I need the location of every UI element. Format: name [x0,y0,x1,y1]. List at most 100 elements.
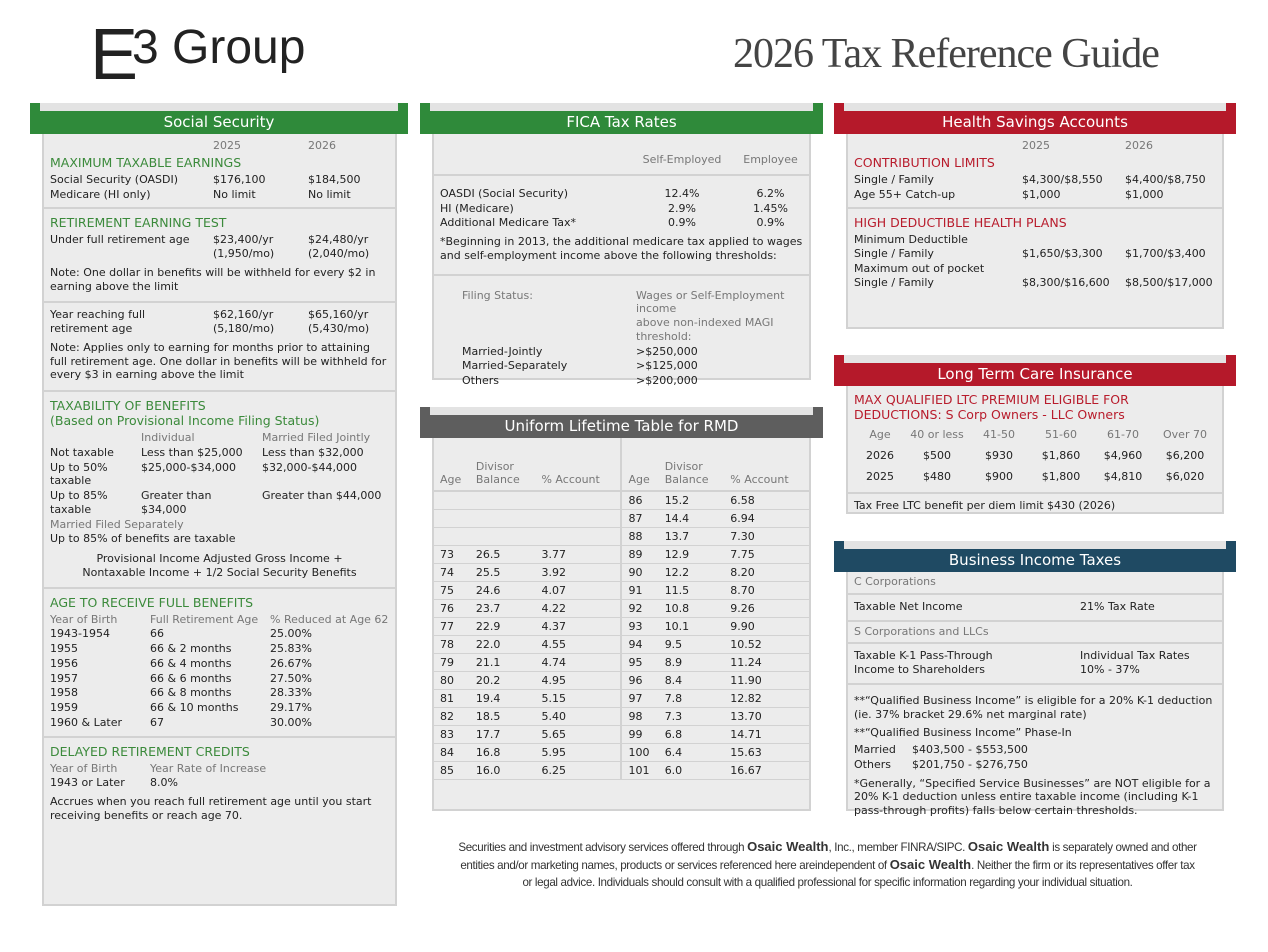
table-cell: 13.70 [724,707,809,726]
block: HIGH DEDUCTIBLE HEALTH PLANS Minimum Dedu… [848,207,1222,295]
cell: 12.4% [664,186,700,200]
note: *Beginning in 2013, the additional medic… [440,235,803,262]
table-cell [434,527,470,546]
block: C Corporations [848,572,1222,593]
table-cell: 4.37 [535,617,622,636]
table-row: 74 25.5 3.92 90 12.2 8.20 [434,563,809,582]
row: 2025 $480 $900 $1,800 $4,810 $6,020 [854,467,1216,487]
table-cell: 86 [620,491,659,510]
block: Self-Employed Employee [434,134,809,174]
table-row: 77 22.9 4.37 93 10.1 9.90 [434,617,809,636]
section-body: 2025 2026 MAXIMUM TAXABLE EARNINGS Social S… [42,134,397,906]
cell: 2025 [1022,139,1050,152]
table-cell: 89 [620,545,659,564]
table-row: 85 16.0 6.25 101 6.0 16.67 [434,761,809,780]
cell: 0.9% [756,216,785,230]
cell: 66 [150,627,164,641]
cell: Individual Tax Rates 10% - 37% [1080,649,1190,676]
header-cell: % Account [535,438,622,492]
cell: $480 [923,469,951,483]
cell: 66 & 6 months [150,671,232,685]
table-cell: 3.77 [535,545,622,564]
cell: 66 & 2 months [150,642,232,655]
cell: 2026 [1125,139,1153,152]
cell: Married Filed Separately [50,517,184,531]
section-body: C Corporations Taxable Net Income 21% Tax … [846,572,1224,817]
table-cell: 24.6 [469,581,536,600]
cell: 2025 [213,139,241,152]
table-cell: 5.95 [535,743,622,762]
cell: 1956 [50,656,78,670]
table-cell [535,491,622,510]
heading: MAXIMUM TAXABLE EARNINGS [50,154,242,170]
table-cell: 4.07 [535,581,622,600]
table-cell: 10.8 [658,599,725,618]
cell: Year reaching full retirement age [50,308,146,335]
header-cell: % Account [724,438,809,492]
block: **“Qualified Business Income” is eligibl… [848,682,1222,826]
block: RETIREMENT EARNING TEST Under full retire… [44,207,395,301]
table-cell: 74 [434,563,470,582]
column-header: Year of Birth Full Retirement Age % Reduce… [50,613,389,627]
cell: 29.17% [270,701,312,714]
heading: HIGH DEDUCTIBLE HEALTH PLANS [854,215,1067,231]
table-cell [434,491,470,510]
cell: Wages or Self-Employment income above no… [636,288,785,343]
cell: $201,750 - $276,750 [912,757,1028,771]
cell: Up to 85% taxable [50,489,108,516]
table-cell: 100 [620,743,659,762]
firm-name: Osaic Wealth [967,839,1050,854]
row: Maximum out of pocket Single / Family $8,… [854,262,1216,290]
table-cell: 6.58 [724,491,809,510]
block: Filing Status: Wages or Self-Employment i… [434,273,809,397]
column-header: Individual Married Filed Jointly [50,431,389,445]
cell: 1957 [50,671,78,685]
row: Up to 85% of benefits are taxable [50,532,389,546]
block: S Corporations and LLCs [848,619,1222,643]
cell: Married [854,743,896,756]
cell: 1958 [50,686,78,700]
cell: 61-70 [1107,428,1139,441]
rmd-table: Age Divisor Balance% Account Age Divisor Ba… [434,438,809,780]
heading: DELAYED RETIREMENT CREDITS [50,743,250,759]
column-header: S Corporations and LLCs [854,625,1216,639]
table-cell: 90 [620,563,659,582]
cell: Age [869,428,891,441]
row: Taxable Net Income 21% Tax Rate [854,600,1216,614]
table-cell: 12.2 [658,563,725,582]
cell: $176,100 [213,172,266,186]
row: Social Security (OASDI) $176,100 $184,500 [50,173,389,187]
cell: 66 & 8 months [150,686,232,700]
table-cell: 77 [434,617,470,636]
table-cell: 7.8 [658,689,725,708]
table-row: 75 24.6 4.07 91 11.5 8.70 [434,581,809,600]
disclaimer: Securities and investment advisory servi… [455,838,1200,891]
row: Year reaching full retirement age $62,160… [50,308,389,336]
block: MAX QUALIFIED LTC PREMIUM ELIGIBLE FOR D… [848,386,1222,492]
heading: RETIREMENT EARNING TEST [50,215,227,231]
cell [440,153,626,167]
note: **“Qualified Business Income” Phase-In [854,726,1072,740]
cell: $4,300/$8,550 [1022,172,1103,186]
cell: $1,700/$3,400 [1125,247,1206,260]
cell: $32,000-$44,000 [262,460,357,474]
table-row: 82 18.5 5.40 98 7.3 13.70 [434,707,809,726]
cell: Greater than $44,000 [262,489,382,502]
section-body: 2025 2026 CONTRIBUTION LIMITS Single / Fami… [846,134,1224,329]
table-cell: 15.63 [724,743,809,762]
table-header: Age Divisor Balance% Account Age Divisor Ba… [434,438,809,492]
cell: $6,200 [1165,448,1205,462]
column-header: Self-Employed Employee [440,153,803,167]
header-cell: Divisor Balance [469,438,536,492]
column-header: 2025 2026 [854,139,1216,153]
cell: $900 [985,469,1013,483]
cell: Medicare (HI only) [50,187,151,201]
block: OASDI (Social Security) 12.4% 6.2% HI (Medi… [434,173,809,274]
table-cell: 98 [620,707,659,726]
table-cell: 12.9 [658,545,725,564]
cell: Less than $25,000 [141,445,243,459]
table-cell: 18.5 [469,707,536,726]
cell: Up to 50% taxable [50,460,108,488]
